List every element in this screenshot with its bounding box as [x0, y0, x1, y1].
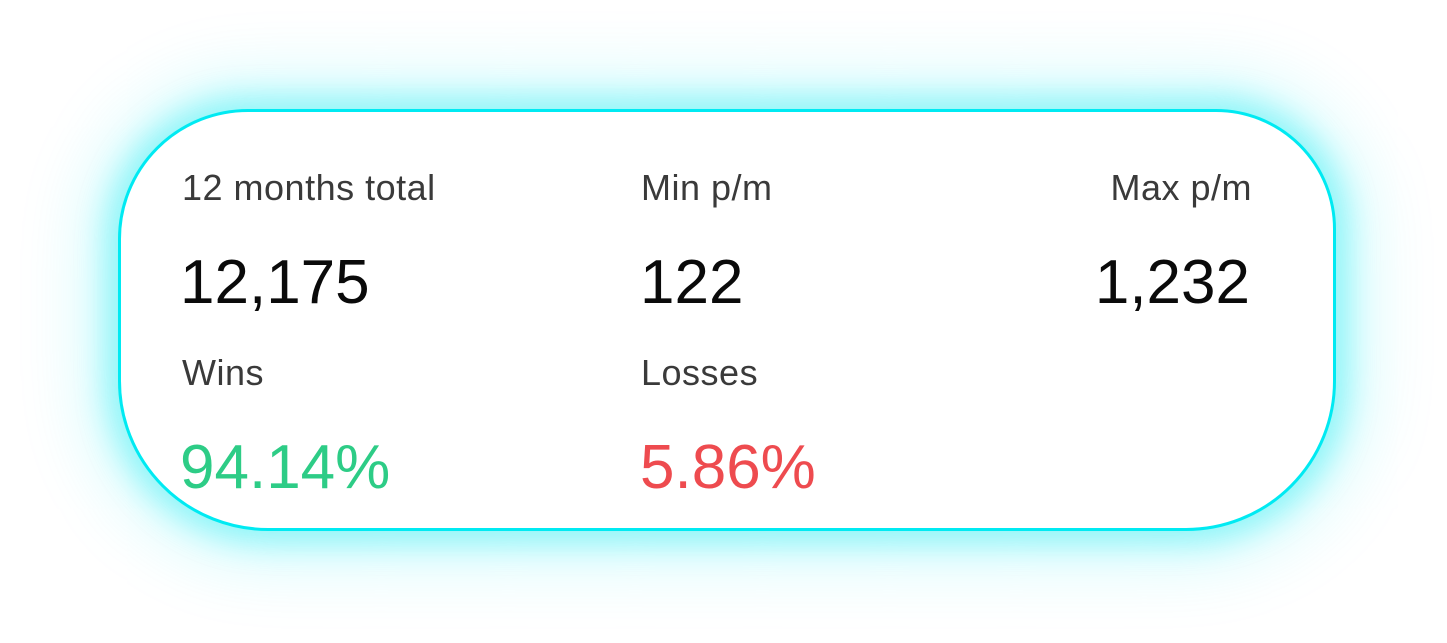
min-per-month-value: 122	[640, 248, 744, 317]
losses-value: 5.86%	[640, 433, 816, 502]
min-per-month-label: Min p/m	[641, 167, 773, 208]
total-label: 12 months total	[182, 167, 436, 208]
stats-card	[118, 109, 1336, 531]
total-value: 12,175	[180, 248, 370, 317]
wins-label: Wins	[182, 352, 264, 393]
max-per-month-label: Max p/m	[1110, 167, 1252, 208]
max-per-month-value: 1,232	[1094, 248, 1250, 317]
losses-label: Losses	[641, 352, 759, 393]
wins-value: 94.14%	[180, 433, 391, 502]
